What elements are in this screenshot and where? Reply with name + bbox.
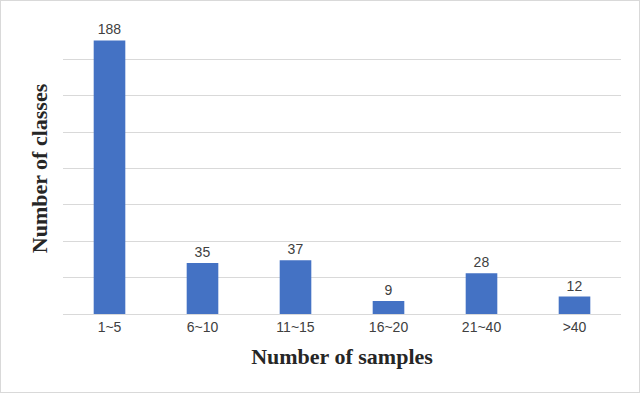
svg-text:1~5: 1~5 — [98, 319, 122, 335]
svg-text:37: 37 — [288, 241, 304, 257]
svg-text:Number of classes: Number of classes — [27, 83, 52, 253]
svg-text:16~20: 16~20 — [369, 319, 409, 335]
svg-text:>40: >40 — [563, 319, 587, 335]
svg-text:9: 9 — [385, 282, 393, 298]
svg-text:6~10: 6~10 — [187, 319, 219, 335]
svg-text:35: 35 — [195, 244, 211, 260]
svg-text:12: 12 — [567, 278, 583, 294]
svg-text:28: 28 — [474, 254, 490, 270]
svg-text:21~40: 21~40 — [462, 319, 502, 335]
svg-text:Number of samples: Number of samples — [251, 344, 433, 369]
svg-text:188: 188 — [98, 21, 122, 37]
svg-text:11~15: 11~15 — [276, 319, 314, 335]
